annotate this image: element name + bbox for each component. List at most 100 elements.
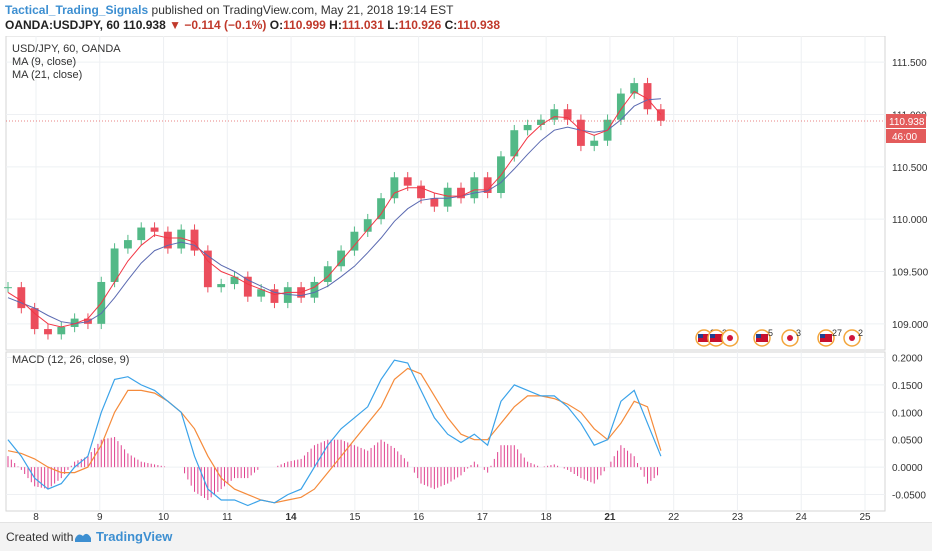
ma21-legend: MA (21, close) — [12, 69, 82, 81]
macd-tick-label: 0.1500 — [892, 381, 923, 392]
candle-body — [323, 266, 332, 282]
candle-body — [177, 229, 186, 249]
candle-body — [137, 227, 146, 241]
author-link[interactable]: Tactical_Trading_Signals — [5, 3, 149, 17]
jp-flag-icon[interactable]: 2 — [843, 328, 863, 347]
candle-body — [270, 289, 279, 303]
candle-body — [630, 83, 639, 94]
close-label: C: — [444, 18, 458, 32]
candle-body — [337, 250, 346, 267]
y-tick-label: 109.000 — [892, 320, 929, 331]
candle-body — [483, 177, 492, 193]
candle-body — [243, 276, 252, 297]
macd-tick-label: 0.1000 — [892, 408, 923, 419]
candle-body — [457, 187, 465, 199]
candle-body — [430, 198, 439, 207]
chart-area[interactable]: 8 9 10 11 14 15 16 17 18 21 22 23 24 25109.000109.500… — [0, 36, 932, 522]
candle-body — [417, 185, 425, 199]
candle-body — [230, 276, 239, 285]
candle-body — [70, 318, 79, 327]
x-tick-label: 17 — [477, 512, 489, 522]
x-tick-label: 24 — [796, 512, 808, 522]
quote-line: OANDA:USDJPY, 60 110.938 ▼ −0.114 (−0.1%… — [5, 18, 500, 32]
x-tick-label: 21 — [604, 512, 616, 522]
y-tick-label: 111.500 — [892, 58, 927, 69]
x-tick-label: 9 — [97, 512, 103, 522]
macd-tick-label: 0.2000 — [892, 353, 923, 364]
candle-body — [510, 130, 519, 157]
price-pane-title: USD/JPY, 60, OANDA — [12, 43, 121, 55]
y-tick-label: 109.500 — [892, 268, 929, 279]
macd-signal-line — [7, 367, 662, 504]
candle-body — [203, 250, 212, 288]
jp-flag-dot — [727, 335, 733, 341]
candle-body — [163, 231, 172, 249]
candle-body — [17, 287, 26, 309]
x-tick-label: 25 — [859, 512, 871, 522]
us-flag-icon[interactable]: 5 — [753, 328, 773, 347]
countdown-label: 46:00 — [892, 132, 917, 143]
us-flag-stripes — [820, 334, 832, 342]
low-value: 110.926 — [398, 18, 442, 32]
x-tick-label: 23 — [732, 512, 744, 522]
us-flag-stripes — [756, 334, 768, 342]
candle-body — [4, 287, 12, 289]
us-flag-canton — [710, 334, 715, 338]
candle-body — [643, 83, 652, 110]
us-flag-canton — [756, 334, 761, 338]
macd-pane — [7, 359, 662, 507]
candle-body — [403, 177, 412, 186]
tradingview-logo-icon — [75, 533, 91, 542]
x-tick-label: 8 — [33, 512, 39, 522]
x-tick-label: 15 — [349, 512, 361, 522]
candle-body — [563, 109, 572, 120]
candle-body — [44, 329, 52, 335]
candle-body — [616, 93, 625, 120]
x-tick-label: 22 — [668, 512, 680, 522]
candle-body — [283, 287, 292, 303]
change-value: −0.114 (−0.1%) — [184, 18, 267, 32]
candle-body — [390, 177, 399, 199]
us-flag-canton — [820, 334, 825, 338]
jp-flag-icon[interactable]: 3 — [781, 328, 801, 347]
jp-flag-icon[interactable] — [721, 329, 739, 347]
candle-body — [550, 109, 559, 120]
candle-body — [110, 248, 119, 282]
x-tick-label: 10 — [158, 512, 170, 522]
candle-body — [576, 119, 585, 146]
footer: Created with TradingView — [0, 522, 932, 551]
candle-body — [656, 109, 665, 121]
candle-body — [363, 219, 372, 232]
pane-labels: USD/JPY, 60, OANDA MA (9, close) MA (21,… — [12, 43, 129, 366]
low-label: L: — [387, 18, 399, 32]
publish-line: Tactical_Trading_Signals published on Tr… — [5, 3, 453, 17]
us-flag-canton — [698, 334, 703, 338]
x-tick-label: 16 — [413, 512, 425, 522]
event-markers[interactable]: 2353272 — [695, 328, 863, 347]
last-price-label: 110.938 — [889, 117, 925, 128]
candle-body — [443, 187, 452, 207]
published-text: published on TradingView.com, May 21, 20… — [151, 3, 454, 17]
us-flag-stripes — [698, 334, 710, 342]
x-tick-label: 18 — [541, 512, 553, 522]
high-value: 111.031 — [341, 18, 384, 32]
candle-body — [217, 284, 226, 288]
candle-body — [257, 289, 266, 297]
candle-body — [350, 231, 359, 251]
last-price: 110.938 — [123, 18, 166, 32]
ma21-line — [7, 98, 661, 325]
open-value: 110.999 — [283, 18, 326, 32]
tradingview-brand[interactable]: TradingView — [96, 529, 173, 544]
x-tick-label: 14 — [286, 512, 298, 522]
candle-body — [537, 119, 545, 125]
candle-body — [310, 281, 319, 298]
event-count: 2 — [858, 328, 863, 338]
ma9-legend: MA (9, close) — [12, 56, 76, 68]
candle-body — [190, 229, 199, 251]
candle-body — [150, 227, 159, 232]
symbol-label: OANDA:USDJPY, 60 — [5, 18, 120, 32]
x-tick-label: 11 — [222, 512, 233, 522]
us-flag-icon[interactable]: 2 — [695, 328, 715, 347]
chart-frame — [5, 36, 886, 512]
us-flag-icon[interactable]: 27 — [817, 328, 842, 347]
